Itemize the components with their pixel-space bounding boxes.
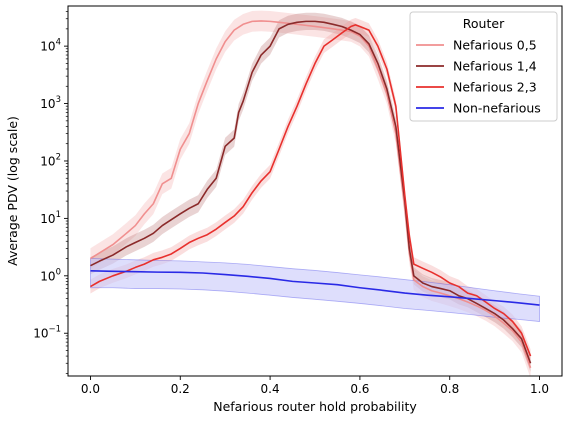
legend-item: Nefarious 1,4 [416, 59, 537, 74]
legend-title: Router [463, 16, 505, 31]
x-tick-label: 1.0 [530, 382, 549, 396]
x-tick-label: 0.4 [261, 382, 280, 396]
series-lines [90, 20, 540, 369]
x-axis-label: Nefarious router hold probability [213, 399, 417, 414]
x-tick-label: 0.0 [81, 382, 100, 396]
legend-item: Nefarious 0,5 [416, 38, 537, 53]
x-tick-label: 0.6 [350, 382, 369, 396]
series-band-4 [90, 258, 540, 322]
y-tick-base: 10 [40, 154, 55, 168]
series-line-2 [90, 20, 532, 364]
y-tick-label: 104 [40, 38, 61, 54]
y-tick-exponent: 0 [56, 267, 61, 277]
legend-label: Nefarious 1,4 [453, 59, 537, 74]
legend-items: Nefarious 0,5 Nefarious 1,4 Nefarious 2,3 N… [416, 38, 541, 116]
y-tick-label: 100 [40, 267, 61, 283]
y-tick-base: 10 [40, 212, 55, 226]
y-tick-base: 10 [40, 97, 55, 111]
y-tick-label: 10−1 [33, 325, 61, 341]
y-tick-label: 103 [40, 95, 61, 111]
y-tick-exponent: 1 [56, 210, 61, 220]
y-axis-label: Average PDV (log scale) [5, 116, 20, 266]
x-tick-label: 0.8 [440, 382, 459, 396]
y-tick-label: 102 [40, 152, 61, 168]
y-tick-base: 10 [40, 269, 55, 283]
legend-label: Nefarious 0,5 [453, 38, 537, 53]
y-tick-base: 10 [40, 40, 55, 54]
legend-label: Nefarious 2,3 [453, 80, 537, 95]
legend-item: Non-nefarious [416, 101, 541, 116]
series-line-3 [90, 24, 532, 357]
legend-label: Non-nefarious [453, 101, 541, 116]
y-tick-exponent: 2 [56, 152, 61, 162]
legend-item: Nefarious 2,3 [416, 80, 537, 95]
series-line-4 [90, 270, 540, 306]
y-tick-exponent: −1 [48, 325, 61, 335]
x-tick-label: 0.2 [171, 382, 190, 396]
y-tick-label: 101 [40, 210, 61, 226]
y-tick-exponent: 3 [56, 95, 61, 105]
y-tick-exponent: 4 [56, 38, 61, 48]
legend-box [409, 11, 558, 122]
y-tick-base: 10 [33, 327, 48, 341]
plot-area [90, 10, 540, 376]
x-axis-ticks: 0.0 0.2 0.4 0.6 0.8 1.0 [81, 376, 549, 396]
